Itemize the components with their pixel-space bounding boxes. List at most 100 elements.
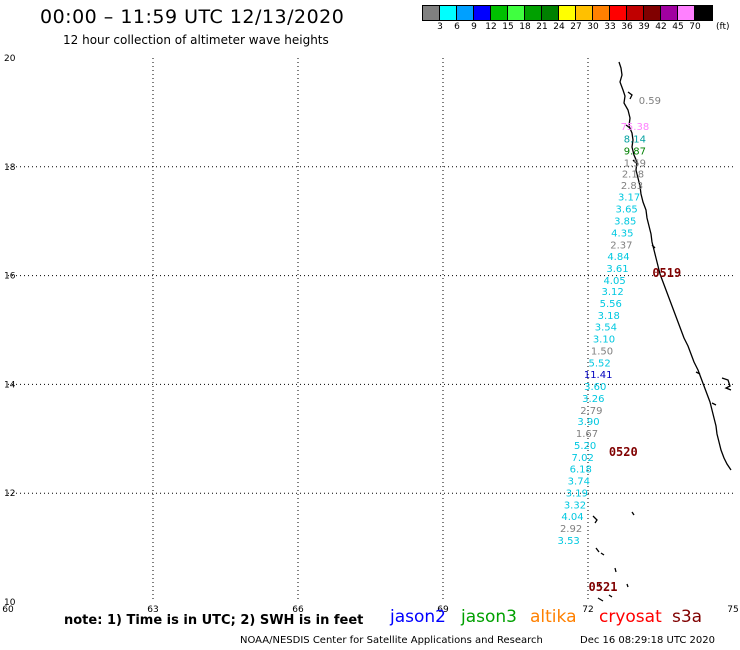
wave-height-value: 3.26 [582, 394, 604, 405]
longitude-tick-label: 63 [147, 605, 158, 615]
wave-height-value: 5.56 [600, 299, 622, 310]
wave-height-value: 4.35 [611, 228, 633, 239]
legend-jason3: jason3 [461, 607, 517, 627]
satellite-cycle-labels: 0519 0520 0521 [589, 266, 682, 594]
longitude-tick-label: 66 [292, 605, 304, 615]
scale-label: 15 [502, 22, 514, 32]
wave-height-value: 3.90 [577, 417, 599, 428]
cycle-number-label: 0521 [589, 580, 618, 594]
wave-height-value: 11.41 [584, 370, 613, 381]
scale-swatch [542, 6, 559, 20]
axis-ticks: 60 63 66 69 72 75 10 12 14 16 18 20 [2, 54, 738, 615]
scale-label: 24 [553, 22, 565, 32]
wave-height-value: 2.37 [610, 240, 632, 251]
lat-lon-grid [8, 58, 733, 602]
wave-height-value: 8.14 [624, 134, 646, 145]
scale-swatch [491, 6, 508, 20]
longitude-tick-label: 60 [2, 605, 14, 615]
color-scale-unit: (ft) [716, 22, 730, 32]
wave-height-value: 7.02 [572, 453, 594, 464]
scale-swatch [423, 6, 440, 20]
scale-label: 42 [655, 22, 667, 32]
cycle-number-label: 0520 [609, 445, 638, 459]
latitude-tick-label: 12 [4, 489, 15, 499]
wave-height-value: 2.79 [580, 406, 602, 417]
scale-swatch [559, 6, 576, 20]
wave-height-value: 1.50 [591, 346, 613, 357]
scale-swatch [678, 6, 695, 20]
longitude-tick-label: 69 [437, 605, 449, 615]
wave-height-values: 0.59 75.388.149.871.592.182.833.173.653.8… [558, 96, 661, 547]
scale-swatch [440, 6, 457, 20]
wave-height-value: 3.85 [614, 216, 636, 227]
scale-label: 30 [587, 22, 599, 32]
legend-s3a: s3a [672, 607, 703, 627]
wave-height-value: 3.60 [584, 382, 606, 393]
latitude-tick-label: 20 [4, 54, 16, 64]
wave-height-value: 3.18 [598, 311, 620, 322]
longitude-tick-label: 75 [727, 605, 738, 615]
scale-label: 21 [536, 22, 548, 32]
wave-height-value: 5.20 [574, 441, 596, 452]
wave-height-value: 3.74 [568, 476, 590, 487]
legend-cryosat: cryosat [599, 607, 662, 627]
wave-height-value: 3.61 [606, 264, 628, 275]
scale-label: 33 [604, 22, 616, 32]
wave-height-value: 9.87 [624, 146, 646, 157]
wave-height-value: 75.38 [621, 122, 650, 133]
coastline [618, 61, 732, 471]
scale-label: 6 [454, 22, 460, 32]
wave-height-color-scale [422, 5, 713, 21]
map-title: 00:00 – 11:59 UTC 12/13/2020 [40, 6, 345, 28]
scale-label: 12 [485, 22, 497, 32]
wave-height-value: 3.19 [566, 488, 588, 499]
wave-height-value: 1.67 [576, 429, 598, 440]
wave-height-value: 1.59 [624, 158, 646, 169]
scale-swatch [627, 6, 644, 20]
latitude-tick-label: 16 [4, 272, 16, 282]
wave-height-value: 4.04 [561, 512, 583, 523]
scale-swatch [593, 6, 610, 20]
scale-swatch [508, 6, 525, 20]
cycle-number-label: 0519 [652, 266, 681, 280]
scale-label: 36 [621, 22, 633, 32]
wave-height-value: 3.54 [595, 323, 617, 334]
scale-swatch [610, 6, 627, 20]
wave-height-value: 6.18 [570, 465, 592, 476]
scale-label: 45 [672, 22, 684, 32]
legend-jason2: jason2 [390, 607, 446, 627]
scale-swatch [457, 6, 474, 20]
wave-height-value: 2.18 [622, 170, 644, 181]
legend-altika: altika [530, 607, 577, 627]
wave-height-value: 5.52 [588, 358, 610, 369]
wave-height-value: 3.32 [564, 500, 586, 511]
scale-label: 27 [570, 22, 582, 32]
wave-height-value: 4.84 [607, 252, 629, 263]
wave-height-value: 2.83 [621, 181, 643, 192]
scale-label: 9 [471, 22, 477, 32]
scale-swatch [525, 6, 542, 20]
scale-label: 18 [519, 22, 531, 32]
wave-height-value: 2.92 [560, 524, 582, 535]
latitude-tick-label: 14 [4, 380, 16, 390]
scale-label: 70 [689, 22, 701, 32]
scale-swatch [474, 6, 491, 20]
scale-swatch [644, 6, 661, 20]
wave-height-value: 3.10 [593, 335, 615, 346]
longitude-tick-label: 72 [582, 605, 593, 615]
wave-height-value: 3.17 [618, 193, 640, 204]
coastline-details [592, 91, 732, 602]
scale-swatch [695, 6, 712, 20]
footer-note: note: 1) Time is in UTC; 2) SWH is in fe… [64, 613, 364, 628]
wave-height-value: 3.65 [616, 204, 638, 215]
wave-height-value: 3.12 [602, 287, 624, 298]
scale-swatch [661, 6, 678, 20]
generated-timestamp: Dec 16 08:29:18 UTC 2020 [580, 635, 715, 646]
scale-label: 3 [437, 22, 443, 32]
wave-height-value: 4.05 [603, 276, 625, 287]
latitude-tick-label: 18 [4, 163, 16, 173]
scale-label: 39 [638, 22, 650, 32]
map-subtitle: 12 hour collection of altimeter wave hei… [63, 33, 329, 47]
wave-height-value: 0.59 [639, 96, 661, 107]
latitude-tick-label: 10 [4, 598, 16, 608]
